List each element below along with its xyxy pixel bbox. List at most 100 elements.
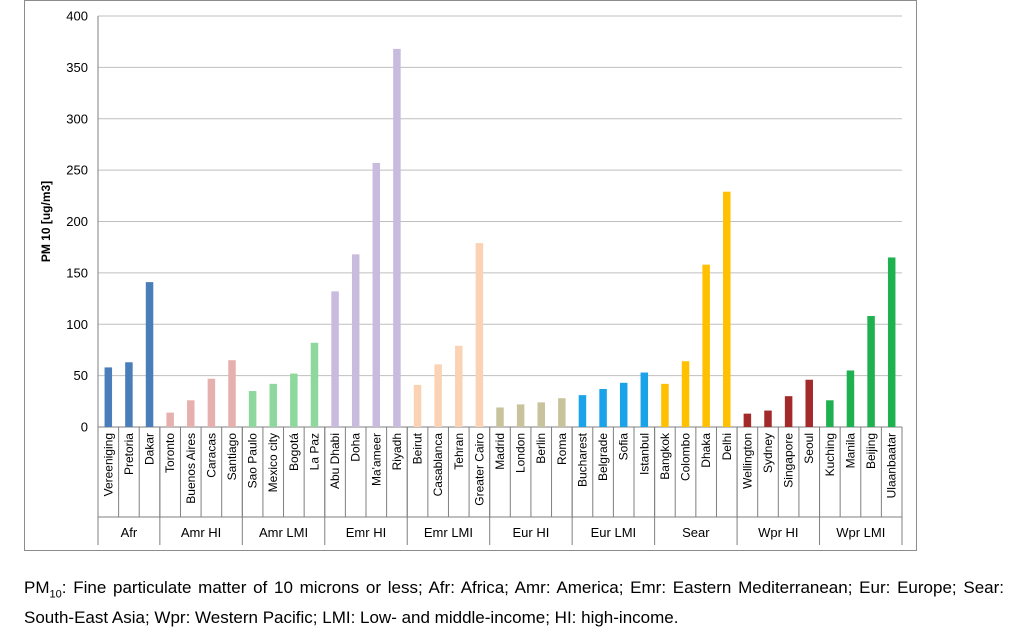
bar <box>372 162 381 427</box>
bar <box>764 410 772 427</box>
group-label: Emr LMI <box>424 525 473 540</box>
group-label: Wpr HI <box>758 525 798 540</box>
x-category-label: Belgrade <box>596 433 610 481</box>
x-category-label: Sofia <box>617 433 631 461</box>
x-category-label: Manila <box>843 433 857 469</box>
caption-text: : Fine particulate matter of 10 microns … <box>24 578 1004 628</box>
y-tick-label: 150 <box>66 265 88 280</box>
x-category-label: Bogotá <box>287 433 301 471</box>
y-tick-label: 300 <box>66 111 88 126</box>
x-category-label: Dhaka <box>699 433 713 468</box>
chart-caption: PM10: Fine particulate matter of 10 micr… <box>24 576 1004 630</box>
group-label: Eur LMI <box>591 525 637 540</box>
x-category-label: Sao Paulo <box>246 433 260 489</box>
x-category-label: Santiago <box>225 433 239 481</box>
bar <box>558 398 566 427</box>
x-category-label: Roma <box>555 433 569 465</box>
x-category-label: Tehran <box>452 433 466 470</box>
bar <box>805 379 813 427</box>
x-category-label: Madrid <box>493 433 507 470</box>
bar <box>867 316 875 427</box>
group-label: Amr LMI <box>259 525 308 540</box>
bar <box>434 364 442 427</box>
x-category-label: Pretoria <box>122 433 136 475</box>
y-tick-label: 200 <box>66 214 88 229</box>
bar <box>475 243 484 427</box>
bar <box>743 413 752 427</box>
x-category-label: Colombo <box>679 433 693 481</box>
bar <box>578 395 587 427</box>
bar <box>826 400 834 427</box>
x-category-label: Dakar <box>143 433 157 465</box>
x-category-label: Ma'ameer <box>369 433 383 486</box>
bar <box>228 360 236 427</box>
bar <box>187 400 195 427</box>
y-tick-label: 0 <box>81 420 88 435</box>
bar <box>104 367 113 427</box>
group-label: Emr HI <box>346 525 386 540</box>
x-category-label: Buenos Aires <box>184 433 198 504</box>
x-category-label: La Paz <box>307 433 321 470</box>
group-label: Eur HI <box>513 525 550 540</box>
bar <box>516 404 525 427</box>
bar <box>331 291 339 427</box>
y-tick-label: 50 <box>74 368 88 383</box>
x-category-label: Istanbul <box>637 433 651 475</box>
group-label: Amr HI <box>181 525 221 540</box>
caption-pm-subscript: 10 <box>49 588 62 601</box>
y-tick-label: 350 <box>66 60 88 75</box>
x-category-label: Vereeniging <box>101 433 115 496</box>
bar <box>351 254 360 427</box>
x-category-label: Singapore <box>782 433 796 488</box>
bar <box>723 191 731 427</box>
x-category-label: Abu Dhabi <box>328 433 342 489</box>
x-category-label: Kuching <box>823 433 837 476</box>
bar <box>640 372 649 427</box>
x-category-label: Bucharest <box>575 432 589 487</box>
x-category-label: Beirut <box>411 432 425 464</box>
x-category-label: Wellington <box>740 433 754 489</box>
x-category-label: Caracas <box>204 433 218 478</box>
bar <box>166 412 174 427</box>
chart-frame <box>24 0 917 551</box>
x-category-label: Riyadh <box>390 433 404 470</box>
x-category-label: Casablanca <box>431 433 445 497</box>
x-category-label: Doha <box>349 433 363 462</box>
y-tick-label: 400 <box>66 9 88 24</box>
x-category-label: Ulaanbaatar <box>885 433 899 498</box>
group-label: Afr <box>121 525 138 540</box>
bar <box>784 396 793 427</box>
y-tick-label: 250 <box>66 163 88 178</box>
bar <box>310 342 319 427</box>
bar <box>248 391 257 427</box>
y-tick-label: 100 <box>66 317 88 332</box>
x-category-label: Berlin <box>534 433 548 464</box>
bar <box>413 384 422 427</box>
x-category-label: Beijing <box>864 433 878 469</box>
x-category-label: Sydney <box>761 433 775 473</box>
bar <box>269 383 277 427</box>
bar <box>681 361 690 427</box>
x-category-label: Delhi <box>720 433 734 460</box>
bar <box>290 373 298 427</box>
x-category-label: Mexico city <box>266 433 280 492</box>
bar <box>846 370 855 427</box>
bar <box>455 345 463 427</box>
bar <box>619 382 628 427</box>
group-label: Wpr LMI <box>836 525 885 540</box>
y-axis-title: PM 10 [ug/m3] <box>39 181 53 262</box>
x-category-label: Toronto <box>163 433 177 473</box>
bar <box>393 48 401 427</box>
x-category-label: London <box>514 433 528 473</box>
bar <box>661 383 669 427</box>
bar-chart: 0 50 100 150 200 250 300 350 400 PM 10 [ug/m3] Ver… <box>39 9 903 545</box>
group-label: Sear <box>682 525 710 540</box>
bar <box>599 388 607 427</box>
bar <box>887 257 896 427</box>
x-category-label: Greater Cairo <box>472 433 486 506</box>
x-category-label: Seoul <box>802 433 816 464</box>
x-category-label: Bangkok <box>658 432 672 480</box>
bar <box>125 362 133 427</box>
bar <box>145 282 154 427</box>
bar <box>702 264 710 427</box>
